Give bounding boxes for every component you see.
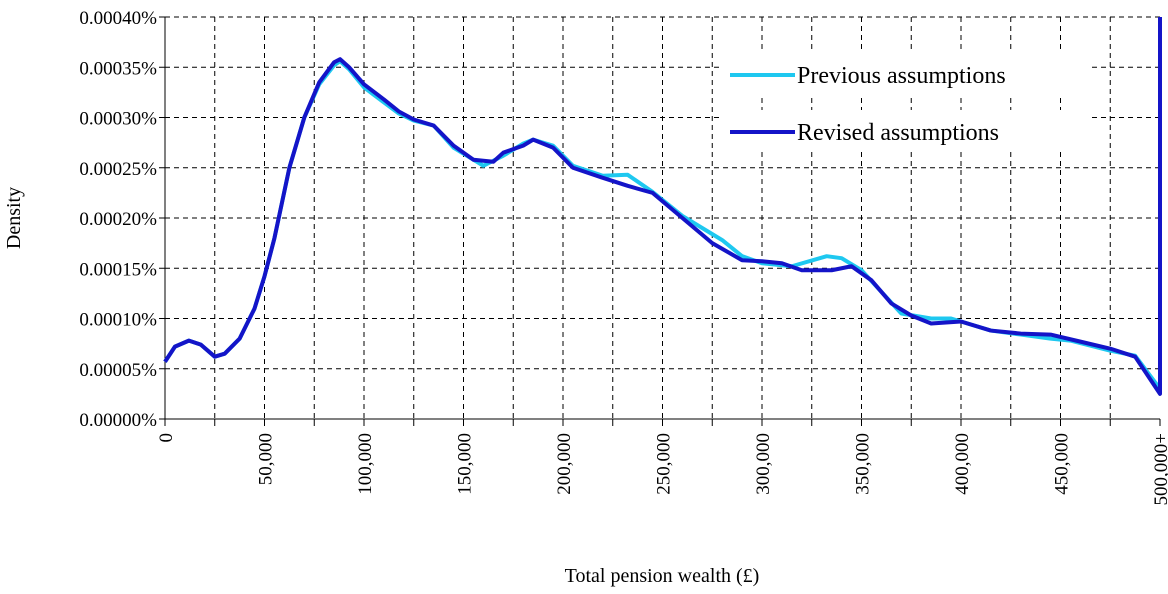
y-tick-label: 0.00015% (79, 259, 157, 280)
x-tick-label: 100,000 (355, 433, 376, 495)
x-tick-label: 350,000 (853, 433, 874, 495)
y-axis-title: Density (3, 187, 25, 249)
x-tick-label: 250,000 (654, 433, 675, 495)
x-tick-label: 500,000+ (1151, 433, 1168, 505)
x-tick-label: 150,000 (455, 433, 476, 495)
x-tick-label: 200,000 (554, 433, 575, 495)
x-tick-label: 50,000 (256, 433, 277, 485)
y-tick-label: 0.00010% (79, 310, 157, 331)
legend-label: Previous assumptions (797, 63, 1006, 89)
y-tick-label: 0.00025% (79, 159, 157, 180)
y-tick-label: 0.00000% (79, 410, 157, 431)
x-tick-label: 400,000 (952, 433, 973, 495)
y-tick-label: 0.00020% (79, 209, 157, 230)
legend-label: Revised assumptions (797, 120, 999, 146)
y-tick-label: 0.00005% (79, 360, 157, 381)
data-line (163, 17, 1162, 396)
x-tick-label: 300,000 (753, 433, 774, 495)
x-axis-title: Total pension wealth (£) (565, 565, 760, 587)
y-tick-label: 0.00040% (79, 8, 157, 29)
y-tick-label: 0.00035% (79, 58, 157, 79)
x-tick-label: 450,000 (1052, 433, 1073, 495)
x-tick-label: 0 (156, 433, 177, 443)
y-tick-label: 0.00030% (79, 109, 157, 130)
